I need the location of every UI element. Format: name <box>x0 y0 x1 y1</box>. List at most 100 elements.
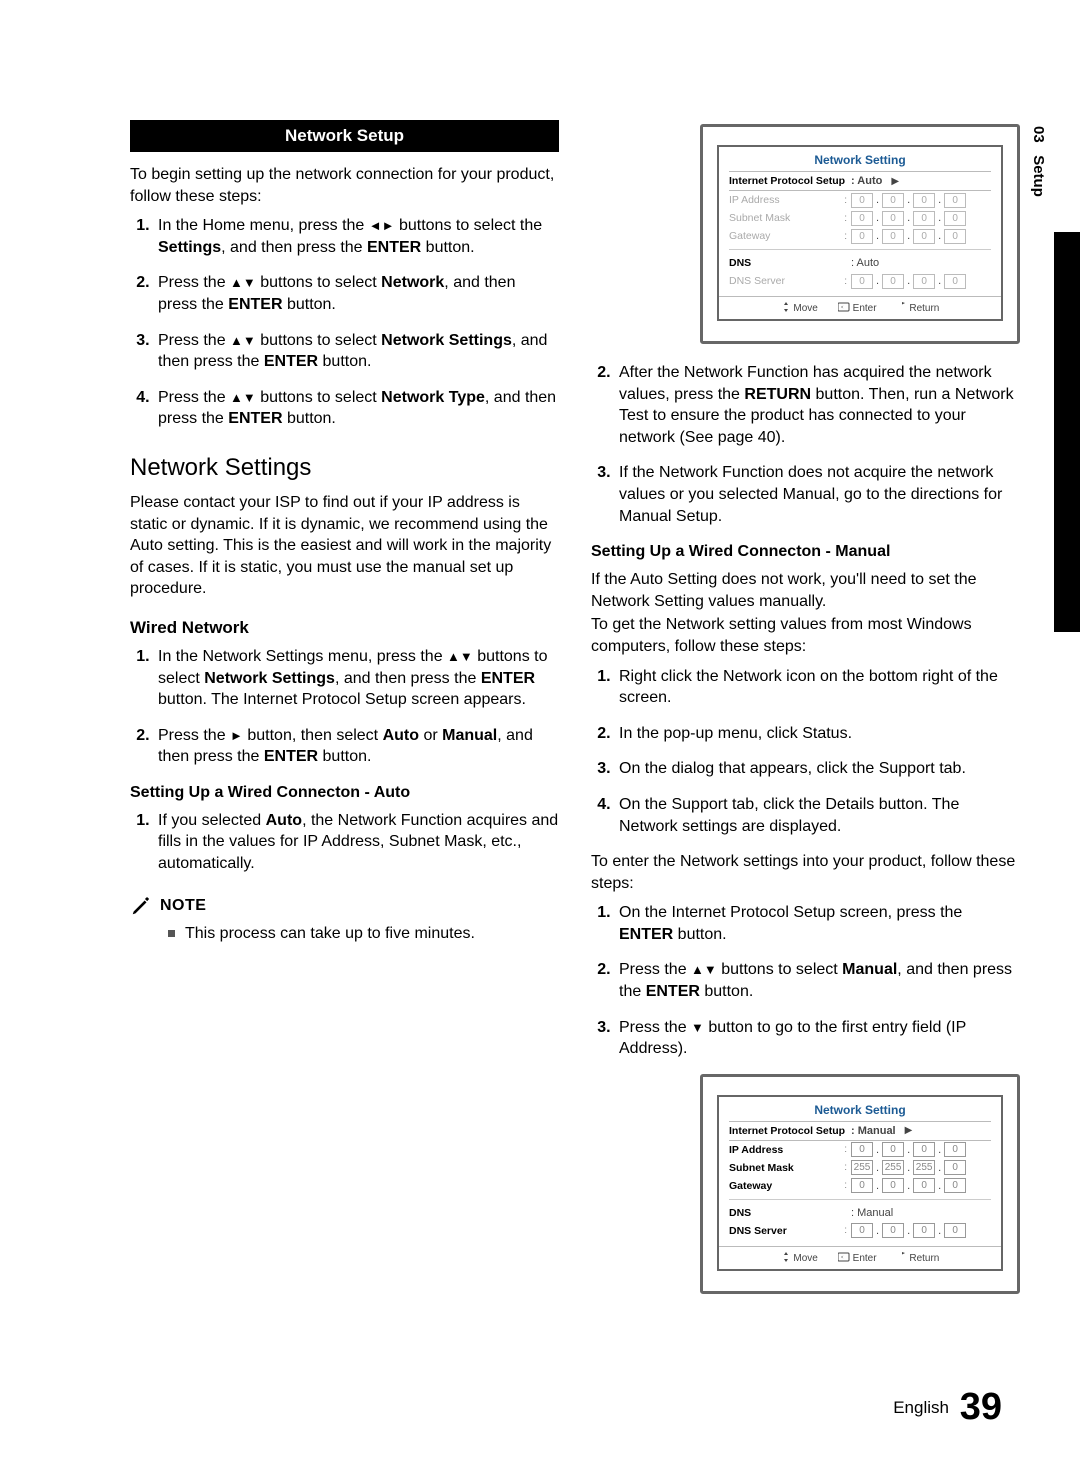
ip-octet: 0 <box>944 229 966 244</box>
note-heading: NOTE <box>130 895 559 917</box>
dns-label: DNS <box>729 257 847 269</box>
enter-steps-list: On the Internet Protocol Setup screen, p… <box>591 902 1020 1060</box>
list-item: Press the ▲▼ buttons to select Network, … <box>154 272 559 315</box>
dns-value: : Auto <box>851 257 991 269</box>
ip-octet: 0 <box>944 1178 966 1193</box>
ip-octet: 0 <box>851 1178 873 1193</box>
side-tab-chapter-num: 03 <box>1030 126 1047 143</box>
ui-row-value: 0 . 0 . 0 . 0 <box>851 1223 991 1238</box>
ip-octet: 0 <box>851 211 873 226</box>
dns-label: DNS <box>729 1207 847 1219</box>
ip-octet: 0 <box>851 1223 873 1238</box>
network-setting-screenshot-auto: Network SettingInternet Protocol Setup: … <box>700 124 1020 344</box>
right-arrow-icon: ▶ <box>891 176 899 187</box>
left-column: Network Setup To begin setting up the ne… <box>130 120 559 1312</box>
ip-octet: 0 <box>851 274 873 289</box>
ui-row-value: 0 . 0 . 0 . 0 <box>851 274 991 289</box>
list-item: Press the ▲▼ buttons to select Network S… <box>154 330 559 373</box>
ui-row-label: Gateway <box>729 1180 837 1192</box>
network-setting-screenshot-manual: Network SettingInternet Protocol Setup: … <box>700 1074 1020 1294</box>
intro-paragraph: To begin setting up the network connecti… <box>130 164 559 207</box>
note-bullet: This process can take up to five minutes… <box>168 923 559 945</box>
ip-octet: 0 <box>913 229 935 244</box>
section-heading-bar: Network Setup <box>130 120 559 152</box>
auto-steps-list: If you selected Auto, the Network Functi… <box>130 810 559 875</box>
ip-octet: 0 <box>882 211 904 226</box>
list-item: Press the ▼ button to go to the first en… <box>615 1017 1020 1060</box>
ip-octet: 0 <box>913 1142 935 1157</box>
list-item: On the dialog that appears, click the Su… <box>615 758 1020 780</box>
ui-title: Network Setting <box>719 147 1001 171</box>
footer-page-number: 39 <box>960 1386 1002 1428</box>
ip-octet: 0 <box>882 229 904 244</box>
footer-enter: Enter <box>838 1252 877 1264</box>
wired-network-heading: Wired Network <box>130 618 559 638</box>
side-tab-label: 03 Setup <box>1030 120 1047 197</box>
manual-page: 03 Setup Network Setup To begin setting … <box>0 0 1080 1479</box>
ui-row-value: 255 . 255 . 255 . 0 <box>851 1160 991 1175</box>
list-item: Right click the Network icon on the bott… <box>615 666 1020 709</box>
ip-octet: 0 <box>882 274 904 289</box>
note-text: This process can take up to five minutes… <box>185 923 475 945</box>
ip-octet: 0 <box>944 1223 966 1238</box>
ip-octet: 0 <box>851 229 873 244</box>
ip-octet: 0 <box>944 193 966 208</box>
ui-row-dns: DNS : Manual <box>729 1204 991 1222</box>
after-steps-list: After the Network Function has acquired … <box>591 362 1020 527</box>
ip-octet: 0 <box>851 193 873 208</box>
ui-row-value: 0 . 0 . 0 . 0 <box>851 1142 991 1157</box>
manual-intro-2: To get the Network setting values from m… <box>591 614 1020 657</box>
manual-heading: Setting Up a Wired Connecton - Manual <box>591 543 1020 561</box>
ui-window: Network SettingInternet Protocol Setup: … <box>717 1095 1003 1271</box>
pencil-icon <box>130 895 152 917</box>
right-arrow-icon: ▶ <box>905 1125 913 1136</box>
ui-row-label: Subnet Mask <box>729 212 837 224</box>
list-item: Press the ▲▼ buttons to select Network T… <box>154 387 559 430</box>
ip-octet: 0 <box>851 1142 873 1157</box>
ip-octet: 255 <box>851 1160 873 1175</box>
ip-octet: 0 <box>882 193 904 208</box>
ip-octet: 0 <box>944 1160 966 1175</box>
list-item: After the Network Function has acquired … <box>615 362 1020 448</box>
list-item: Press the ▲▼ buttons to select Manual, a… <box>615 959 1020 1002</box>
dns-value: : Manual <box>851 1207 991 1219</box>
ips-value: : Manual▶ <box>851 1125 991 1137</box>
windows-steps-list: Right click the Network icon on the bott… <box>591 666 1020 838</box>
ui-footer: Move Enter Return <box>719 1246 1001 1269</box>
list-item: In the Network Settings menu, press the … <box>154 646 559 711</box>
ui-row-dns: DNS : Auto <box>729 254 991 272</box>
list-item: On the Support tab, click the Details bu… <box>615 794 1020 837</box>
ip-octet: 0 <box>913 274 935 289</box>
footer-return: Return <box>897 1252 940 1264</box>
list-item: On the Internet Protocol Setup screen, p… <box>615 902 1020 945</box>
list-item: In the Home menu, press the ◄► buttons t… <box>154 215 559 258</box>
ip-octet: 0 <box>913 211 935 226</box>
ip-octet: 0 <box>944 211 966 226</box>
side-tab-chapter-title: Setup <box>1030 155 1047 197</box>
list-item: If the Network Function does not acquire… <box>615 462 1020 527</box>
ips-label: Internet Protocol Setup <box>729 1125 847 1137</box>
ip-octet: 0 <box>882 1142 904 1157</box>
ui-row: DNS Server:0 . 0 . 0 . 0 <box>729 1222 991 1240</box>
list-item: Press the ► button, then select Auto or … <box>154 725 559 768</box>
ui-row-label: Gateway <box>729 230 837 242</box>
ip-octet: 0 <box>882 1178 904 1193</box>
ui-row-label: DNS Server <box>729 275 837 287</box>
setup-steps-list: In the Home menu, press the ◄► buttons t… <box>130 215 559 430</box>
ip-octet: 0 <box>913 193 935 208</box>
list-item: If you selected Auto, the Network Functi… <box>154 810 559 875</box>
ui-row: Gateway:0 . 0 . 0 . 0 <box>729 227 991 245</box>
manual-intro-1: If the Auto Setting does not work, you'l… <box>591 569 1020 612</box>
side-tab-marker <box>1054 232 1080 632</box>
wired-steps-list: In the Network Settings menu, press the … <box>130 646 559 768</box>
ui-row-ips: Internet Protocol Setup : Manual▶ <box>729 1121 991 1141</box>
ui-row-value: 0 . 0 . 0 . 0 <box>851 229 991 244</box>
footer-enter: Enter <box>838 302 877 314</box>
ip-octet: 0 <box>944 274 966 289</box>
footer-move: Move <box>781 1252 818 1264</box>
ui-row-value: 0 . 0 . 0 . 0 <box>851 1178 991 1193</box>
ui-window: Network SettingInternet Protocol Setup: … <box>717 145 1003 321</box>
list-item: In the pop-up menu, click Status. <box>615 723 1020 745</box>
ui-row: Subnet Mask:0 . 0 . 0 . 0 <box>729 209 991 227</box>
footer-return: Return <box>897 302 940 314</box>
